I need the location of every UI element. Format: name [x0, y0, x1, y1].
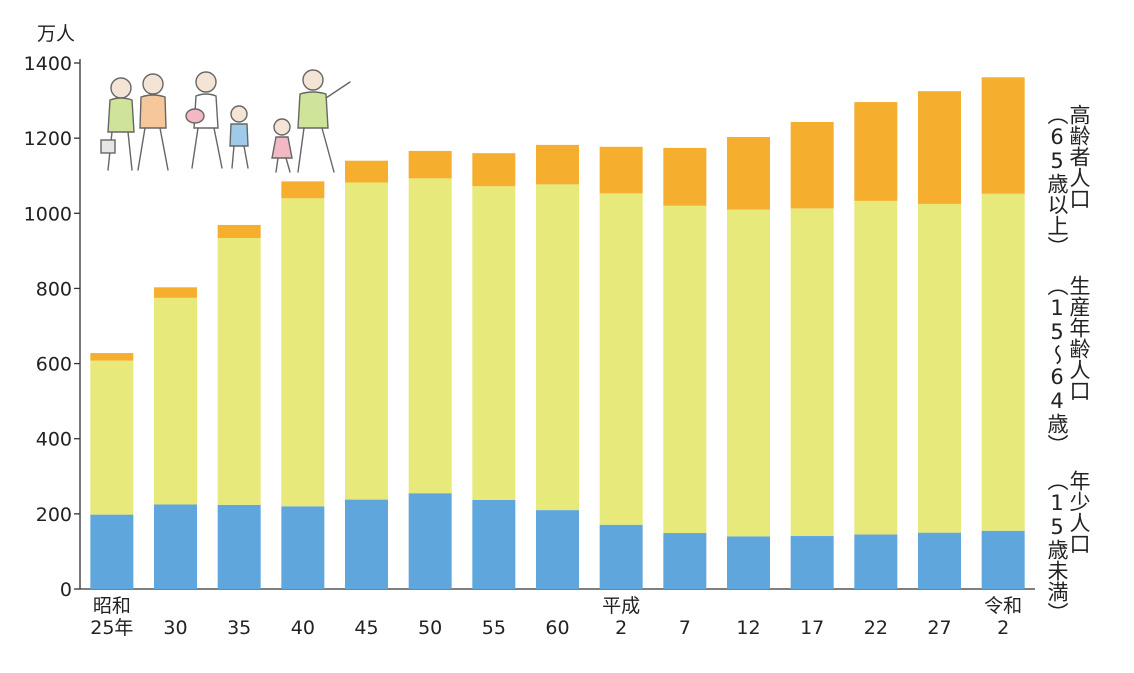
bar-segment-s1-c6	[472, 186, 516, 500]
x-category-label-line2: 22	[864, 617, 888, 639]
boy-figure	[229, 105, 249, 169]
series-label-working-name: 生産年齢人口	[1067, 275, 1091, 401]
x-category-label-line1: 平成	[602, 595, 640, 617]
bar-segment-s2-c0	[90, 353, 134, 361]
bar-segment-s0-c3	[281, 506, 325, 589]
y-tick-label: 0	[60, 579, 72, 601]
x-category-label-line2: 45	[354, 617, 378, 639]
x-category-label-line2: 40	[291, 617, 315, 639]
bar-segment-s2-c7	[536, 144, 579, 185]
x-category-label-line2: 27	[927, 617, 951, 639]
bar-segment-s1-c0	[90, 360, 134, 515]
x-category-label-line2: 2	[997, 617, 1009, 639]
x-category-label-line1: 令和	[984, 595, 1022, 617]
y-tick-label: 600	[36, 354, 72, 376]
y-tick-label: 1200	[24, 128, 72, 150]
grandmother-figure	[100, 77, 135, 171]
y-axis-unit: 万人	[37, 23, 75, 45]
bar-segment-s1-c9	[663, 205, 707, 534]
y-tick-label: 1400	[24, 53, 72, 75]
series-label-elderly-wrap: 高齢者人口 （65歳以上）	[1045, 104, 1091, 257]
y-tick-label: 200	[36, 504, 72, 526]
bar-segment-s1-c13	[918, 203, 961, 533]
series-label-youth-name: 年少人口	[1067, 470, 1091, 554]
bar-segment-s0-c12	[854, 534, 898, 589]
x-category-label-line2: 25年	[90, 617, 133, 639]
series-label-elderly-name: 高齢者人口	[1067, 104, 1091, 209]
x-category-label-line2: 12	[736, 617, 760, 639]
bar-segment-s0-c2	[217, 504, 261, 589]
bar-segment-s0-c11	[790, 536, 834, 589]
bar-segment-s0-c8	[599, 524, 643, 589]
x-category-label-line2: 17	[800, 617, 824, 639]
bar-segment-s0-c7	[536, 510, 579, 589]
x-category-label-line2: 60	[545, 617, 569, 639]
y-tick-label: 800	[36, 278, 72, 300]
bar-segment-s2-c5	[408, 150, 452, 179]
bar-segment-s0-c0	[90, 514, 134, 589]
x-category-label-line2: 2	[615, 617, 627, 639]
bar-segment-s2-c1	[154, 287, 197, 298]
bar-segment-s2-c13	[918, 91, 961, 204]
series-label-elderly-range: （65歳以上）	[1045, 104, 1069, 257]
x-category-label-line2: 50	[418, 617, 442, 639]
bar-segment-s1-c5	[408, 178, 452, 494]
bar-segment-s1-c7	[536, 184, 579, 511]
series-label-working-range: （15～64歳）	[1045, 275, 1069, 455]
bar-segment-s0-c1	[154, 504, 197, 589]
bar-segment-s2-c9	[663, 147, 707, 206]
bar-segment-s0-c14	[981, 530, 1025, 589]
mother-figure	[185, 71, 223, 169]
family-walking-illustration	[100, 69, 351, 173]
chart-bars	[90, 77, 1025, 589]
bar-segment-s1-c4	[345, 182, 388, 500]
bar-segment-s2-c3	[281, 181, 325, 199]
bar-segment-s2-c4	[345, 160, 388, 183]
y-tick-label: 1000	[24, 203, 72, 225]
bar-segment-s1-c2	[217, 238, 261, 505]
bar-segment-s2-c10	[727, 137, 770, 210]
bar-segment-s2-c8	[599, 146, 643, 194]
bar-segment-s2-c11	[790, 121, 834, 209]
series-label-youth-wrap: 年少人口 （15歳未満）	[1045, 470, 1091, 623]
y-tick-label: 400	[36, 429, 72, 451]
bar-segment-s0-c10	[727, 536, 770, 589]
bar-segment-s1-c12	[854, 200, 898, 535]
x-category-label-line2: 7	[679, 617, 691, 639]
father-figure	[297, 69, 351, 173]
bar-segment-s2-c12	[854, 102, 898, 201]
x-category-label-line2: 55	[482, 617, 506, 639]
grandfather-figure	[137, 73, 169, 171]
bar-segment-s2-c14	[981, 77, 1025, 194]
bar-segment-s1-c11	[790, 208, 834, 537]
bar-segment-s0-c13	[918, 532, 961, 589]
x-category-label-line1: 昭和	[93, 595, 131, 617]
bar-segment-s0-c9	[663, 533, 707, 589]
series-label-working-wrap: 生産年齢人口 （15～64歳）	[1045, 275, 1091, 455]
series-label-youth-range: （15歳未満）	[1045, 470, 1069, 623]
bar-segment-s0-c5	[408, 493, 452, 589]
bar-segment-s2-c2	[217, 224, 261, 239]
bar-segment-s1-c1	[154, 297, 197, 505]
x-category-label-line2: 30	[163, 617, 187, 639]
bar-segment-s0-c6	[472, 499, 516, 589]
bar-segment-s2-c6	[472, 153, 516, 187]
bar-segment-s1-c3	[281, 198, 325, 507]
x-category-label-line2: 35	[227, 617, 251, 639]
bar-segment-s1-c14	[981, 193, 1025, 531]
bar-segment-s1-c8	[599, 193, 643, 525]
girl-figure	[271, 118, 293, 173]
bar-segment-s1-c10	[727, 209, 770, 537]
bar-segment-s0-c4	[345, 499, 388, 589]
